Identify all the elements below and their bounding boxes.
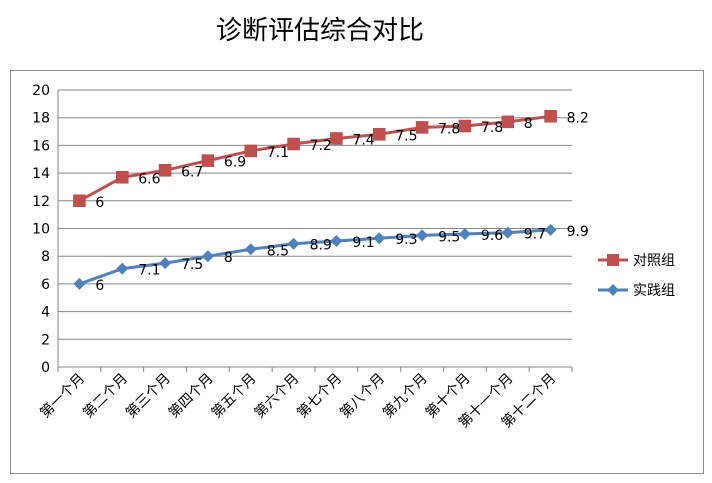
data-label: 9.1 [352,235,374,251]
x-tick-label: 第五个月 [208,370,260,422]
data-label: 9.9 [567,224,589,240]
legend-label: 对照组 [633,253,675,269]
x-axis-ticks: 第一个月第二个月第三个月第四个月第五个月第六个月第七个月第八个月第九个月第十个月… [37,370,560,432]
data-point [287,137,300,151]
y-tick-label: 10 [32,222,50,238]
data-point [287,237,300,250]
data-point [501,115,514,129]
data-label: 8.9 [310,238,332,254]
y-tick-label: 6 [41,277,50,293]
data-point [73,277,86,290]
x-tick-label: 第四个月 [165,370,217,422]
y-tick-label: 20 [32,83,50,99]
legend-marker [607,284,619,296]
data-point [158,164,172,177]
data-point [201,250,214,263]
data-label: 6.6 [138,171,160,187]
data-label: 7.5 [395,128,417,144]
x-tick-label: 第六个月 [251,370,303,422]
data-label: 9.5 [438,229,460,245]
x-tick-label: 第二个月 [79,370,131,422]
series-line-1 [78,228,551,286]
data-point [416,229,429,242]
data-label: 9.7 [524,227,546,243]
chart-title: 诊断评估综合对比 [215,16,424,46]
data-label: 7.1 [267,145,289,161]
data-label: 9.3 [395,232,417,248]
x-tick-label: 第一个月 [37,370,89,422]
y-tick-label: 16 [32,138,50,154]
x-tick-label: 第八个月 [336,370,388,422]
data-label: 7.5 [181,257,203,273]
y-axis-ticks: 0 2 4 6 8 10 12 14 16 18 20 [32,83,50,376]
data-label: 7.8 [438,121,460,137]
data-label: 8 [224,250,233,266]
series-layer [73,110,557,290]
data-point [373,128,386,141]
y-tick-label: 12 [32,194,50,210]
data-labels-layer: 6 6.6 6.7 6.9 7.1 7.2 7.4 7.5 7.8 7.8 8 8.2 6 7.1 7.5 8… [95,110,588,294]
data-point [116,262,129,275]
data-label: 6.7 [181,164,203,180]
data-label: 7.4 [352,132,374,148]
legend-label: 实践组 [633,283,675,299]
data-point [458,228,471,241]
data-label: 8.5 [267,243,289,259]
data-point [73,194,86,208]
data-point [501,226,514,239]
series-line-0 [78,114,551,203]
x-tick-label: 第七个月 [294,370,346,422]
data-point [330,132,343,145]
legend-marker [607,254,619,266]
data-label: 6.9 [224,155,246,171]
data-point [244,144,257,158]
y-tick-label: 4 [41,305,50,321]
data-point [415,121,429,134]
y-tick-label: 2 [41,332,50,348]
data-point [159,257,172,270]
x-tick-label: 第三个月 [122,370,174,422]
data-label: 9.6 [481,228,503,244]
data-label: 6 [95,195,104,211]
data-label: 8.2 [567,110,589,126]
data-label: 7.8 [481,120,503,136]
y-tick-label: 8 [41,249,50,265]
data-label: 6 [95,278,104,294]
data-point [330,234,343,247]
data-point [458,119,472,133]
y-tick-label: 14 [32,166,50,182]
data-point [116,171,129,184]
chart-frame [10,70,704,474]
data-label: 8 [524,116,533,132]
y-tick-label: 0 [41,360,50,376]
data-point [201,154,215,167]
x-tick-label: 第九个月 [379,370,431,422]
data-label: 7.1 [138,263,160,279]
y-tick-label: 18 [32,111,50,127]
data-point [244,243,257,256]
gridlines [57,89,573,372]
data-point [373,232,386,245]
data-label: 7.2 [310,138,332,154]
data-point [544,223,557,236]
data-point [544,110,557,123]
